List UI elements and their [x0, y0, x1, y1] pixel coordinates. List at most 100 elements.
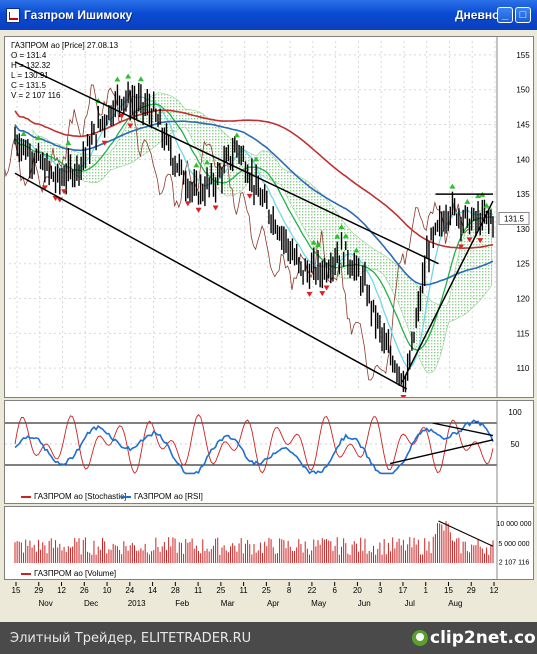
legend-stochastic-label: ГАЗПРОМ ао [Stochastic]: [34, 492, 127, 501]
rsi-resistance-trend-line: [432, 422, 494, 437]
chikou-span-line: [5, 84, 470, 381]
footer-brand[interactable]: clip2net.com: [430, 628, 537, 648]
up-arrow-marker: [464, 198, 471, 204]
x-month-tick-label: Aug: [448, 599, 462, 608]
up-arrow-marker: [204, 159, 211, 165]
x-day-tick-label: 15: [444, 586, 453, 595]
legend-rsi: ГАЗПРОМ ао [RSI]: [121, 492, 203, 501]
last-price-label: 131.5: [504, 214, 525, 223]
up-arrow-marker: [483, 202, 490, 208]
ma-red-line: [14, 109, 494, 250]
down-arrow-marker: [195, 207, 202, 213]
up-arrow-marker: [338, 224, 345, 230]
x-day-tick-label: 28: [171, 586, 180, 595]
x-day-tick-label: 14: [148, 586, 157, 595]
price-info-close: C = 131.5: [11, 81, 46, 90]
price-y-tick-label: 115: [517, 329, 530, 338]
volume-panel: 10 000 000 5 000 000 2 107 116 ГАЗПРОМ ао …: [4, 506, 534, 580]
legend-rsi-label: ГАЗПРОМ ао [RSI]: [134, 492, 203, 501]
x-month-tick-label: Feb: [175, 599, 189, 608]
x-day-tick-label: 11: [194, 586, 203, 595]
price-y-tick-label: 150: [516, 86, 530, 95]
x-month-tick-label: Jun: [358, 599, 371, 608]
stochastic-swatch: [21, 495, 31, 498]
timeframe-label[interactable]: Дневной: [455, 8, 507, 22]
price-y-tick-label: 145: [516, 121, 530, 130]
kijun-sen-line: [14, 103, 494, 351]
price-info-low: L = 130.91: [11, 71, 49, 80]
oscillator-chart-svg: 100 50: [5, 401, 522, 503]
ma-blue-line: [14, 120, 494, 286]
x-day-tick-label: 25: [216, 586, 225, 595]
up-arrow-marker: [315, 242, 322, 248]
x-day-tick-label: 6: [332, 586, 337, 595]
down-arrow-marker: [127, 123, 134, 129]
x-day-tick-label: 12: [57, 586, 66, 595]
price-info-title: ГАЗПРОМ ао [Price] 27.08.13: [11, 41, 119, 50]
window-title: Газпром Ишимоку: [24, 8, 133, 22]
rsi-line: [14, 419, 494, 475]
x-day-tick-label: 3: [378, 586, 383, 595]
up-arrow-marker: [35, 135, 42, 141]
price-info-high: H = 132.32: [11, 61, 51, 70]
x-day-tick-label: 17: [398, 586, 407, 595]
osc-y-tick-50: 50: [511, 440, 520, 449]
down-arrow-marker: [41, 185, 48, 191]
x-month-tick-label: Apr: [267, 599, 280, 608]
last-price-box: [498, 211, 530, 225]
x-day-tick-label: 29: [467, 586, 476, 595]
up-arrow-marker: [310, 239, 317, 245]
up-arrow-marker: [233, 132, 240, 138]
down-arrow-marker: [400, 394, 407, 397]
ichimoku-cloud: [32, 92, 493, 374]
up-arrow-marker: [342, 233, 349, 239]
x-month-tick-label: Mar: [221, 599, 235, 608]
stochastic-line: [14, 413, 494, 474]
down-arrow-marker: [184, 201, 191, 207]
x-day-tick-label: 11: [239, 586, 248, 595]
up-arrow-marker: [193, 162, 200, 168]
channel-upper-line: [14, 61, 439, 265]
chart-app-icon: [6, 8, 20, 23]
down-arrow-marker: [306, 291, 313, 297]
chart-window: Газпром Ишимоку Дневной _ □ × 1551501451…: [0, 0, 537, 622]
support-trend-line: [401, 200, 494, 383]
clip2net-logo-icon: [412, 630, 428, 646]
x-day-tick-label: 12: [490, 586, 499, 595]
down-arrow-marker: [101, 140, 108, 146]
legend-volume: ГАЗПРОМ ао [Volume]: [21, 569, 116, 578]
x-day-tick-label: 26: [80, 586, 89, 595]
price-panel: 155 150 145 140 135 130 125 120 115 110 131.5 ГАЗП…: [4, 36, 534, 398]
up-arrow-marker: [65, 140, 72, 146]
x-day-tick-label: 10: [103, 586, 112, 595]
minimize-button[interactable]: _: [497, 7, 513, 23]
volume-chart-svg: 10 000 000 5 000 000 2 107 116: [14, 507, 532, 579]
x-day-tick-label: 15: [12, 586, 21, 595]
maximize-button[interactable]: □: [515, 7, 531, 23]
x-axis-panel: 15 29 12 26 10 24 14 28 11 25 11 25 8 22 6 20 3 17 1 15 29 12…: [4, 582, 534, 610]
oscillator-panel: 100 50 ГАЗПРОМ ао [Stochastic] ГАЗПРОМ ао…: [4, 400, 534, 504]
volume-last-label: 2 107 116: [499, 560, 530, 567]
footer-bar: Элитный Трейдер, ELITETRADER.RU clip2net…: [0, 622, 537, 654]
volume-trend-line: [438, 520, 494, 547]
x-day-tick-label: 20: [353, 586, 362, 595]
down-arrow-marker: [118, 113, 125, 119]
x-day-tick-label: 1: [423, 586, 428, 595]
up-arrow-marker: [114, 76, 121, 82]
down-arrow-marker: [466, 237, 473, 243]
rsi-swatch: [121, 495, 131, 498]
x-day-tick-label: 25: [262, 586, 271, 595]
legend-stochastic: ГАЗПРОМ ао [Stochastic]: [21, 492, 126, 501]
price-info-open: O = 131.4: [11, 51, 47, 60]
price-y-tick-label: 125: [516, 260, 530, 269]
title-bar[interactable]: Газпром Ишимоку Дневной _ □ ×: [0, 0, 537, 30]
down-arrow-marker: [246, 193, 253, 199]
price-y-tick-label: 110: [517, 364, 530, 373]
price-y-tick-label: 130: [516, 225, 530, 234]
x-month-tick-label: Jul: [405, 599, 415, 608]
x-month-tick-label: 2013: [128, 599, 146, 608]
x-day-tick-label: 24: [125, 586, 134, 595]
channel-lower-line: [14, 172, 408, 390]
x-day-tick-label: 22: [307, 586, 316, 595]
price-y-tick-label: 140: [516, 155, 530, 164]
